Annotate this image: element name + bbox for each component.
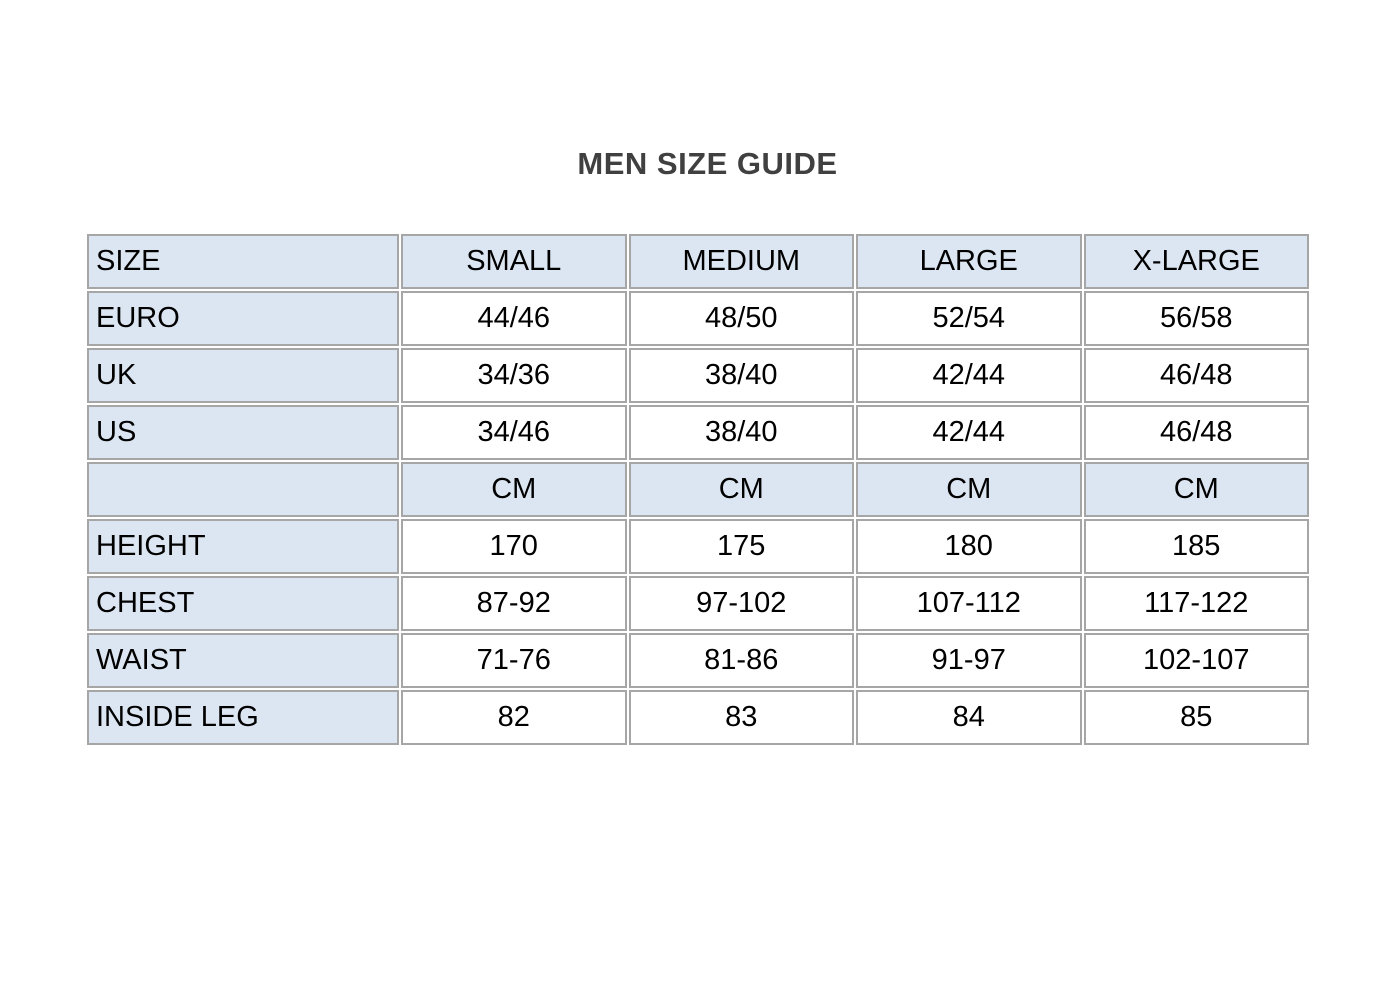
cell-value: 46/48 [1083,348,1309,403]
table-row-inside-leg: INSIDE LEG 82 83 84 85 [87,690,1309,745]
row-label: CHEST [87,576,399,631]
table-row-cm-units: CM CM CM CM [87,462,1309,517]
cell-value: 102-107 [1083,633,1309,688]
cell-value: 71-76 [401,633,627,688]
cell-value: 82 [401,690,627,745]
cell-value: CM [1083,462,1309,517]
header-cell-size: SIZE [87,234,399,289]
table-row-uk: UK 34/36 38/40 42/44 46/48 [87,348,1309,403]
cell-value: CM [401,462,627,517]
cell-value: 34/46 [401,405,627,460]
men-size-guide-table: SIZE SMALL MEDIUM LARGE X-LARGE EURO 44/… [85,232,1311,747]
cell-value: 46/48 [1083,405,1309,460]
cell-value: 175 [628,519,854,574]
row-label: EURO [87,291,399,346]
cell-value: 84 [856,690,1082,745]
row-label: WAIST [87,633,399,688]
cell-value: 52/54 [856,291,1082,346]
header-cell-small: SMALL [401,234,627,289]
table-row-height: HEIGHT 170 175 180 185 [87,519,1309,574]
row-label: HEIGHT [87,519,399,574]
cell-value: 97-102 [628,576,854,631]
cell-value: 42/44 [856,348,1082,403]
table-row-euro: EURO 44/46 48/50 52/54 56/58 [87,291,1309,346]
cell-value: 81-86 [628,633,854,688]
cell-value: 180 [856,519,1082,574]
cell-value: 48/50 [628,291,854,346]
header-cell-large: LARGE [856,234,1082,289]
header-cell-x-large: X-LARGE [1083,234,1309,289]
page-title: MEN SIZE GUIDE [577,146,838,181]
cell-value: 83 [628,690,854,745]
cell-value: 170 [401,519,627,574]
cell-value: 91-97 [856,633,1082,688]
cell-value: 185 [1083,519,1309,574]
cell-value: 34/36 [401,348,627,403]
row-label [87,462,399,517]
table-header-row: SIZE SMALL MEDIUM LARGE X-LARGE [87,234,1309,289]
cell-value: CM [856,462,1082,517]
table-row-chest: CHEST 87-92 97-102 107-112 117-122 [87,576,1309,631]
cell-value: 44/46 [401,291,627,346]
cell-value: 107-112 [856,576,1082,631]
cell-value: CM [628,462,854,517]
cell-value: 87-92 [401,576,627,631]
row-label: US [87,405,399,460]
table-row-waist: WAIST 71-76 81-86 91-97 102-107 [87,633,1309,688]
cell-value: 85 [1083,690,1309,745]
header-cell-medium: MEDIUM [628,234,854,289]
table-row-us: US 34/46 38/40 42/44 46/48 [87,405,1309,460]
row-label: UK [87,348,399,403]
cell-value: 42/44 [856,405,1082,460]
cell-value: 38/40 [628,405,854,460]
row-label: INSIDE LEG [87,690,399,745]
cell-value: 117-122 [1083,576,1309,631]
cell-value: 56/58 [1083,291,1309,346]
cell-value: 38/40 [628,348,854,403]
